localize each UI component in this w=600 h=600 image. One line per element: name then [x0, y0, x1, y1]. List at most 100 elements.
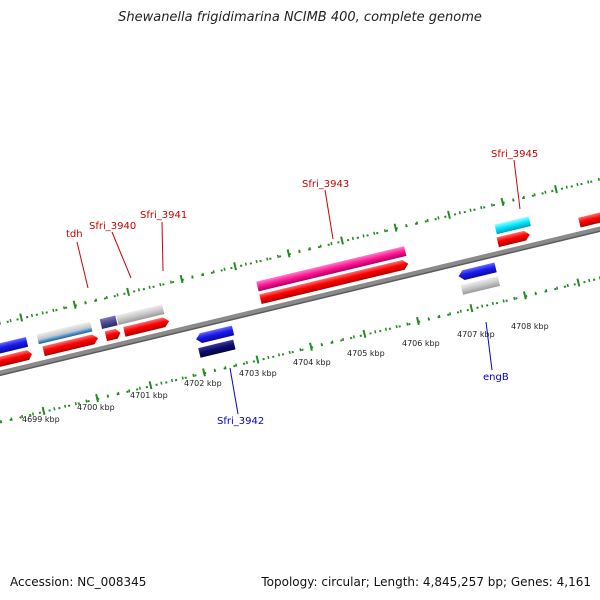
kbp-label: 4703 kbp — [239, 369, 277, 378]
genome-backbone-shadow — [0, 225, 600, 381]
upper-scale-tick — [437, 216, 440, 220]
upper-scale-tick — [308, 247, 312, 251]
cds-left-forward[interactable] — [0, 349, 33, 373]
lower-scale-tick — [545, 289, 548, 293]
lower-scale-tick — [277, 353, 281, 357]
cds-sfri-3943[interactable] — [259, 259, 409, 305]
lower-scale-tick — [513, 296, 516, 301]
cds-sfri-3945[interactable] — [496, 230, 531, 248]
upper-scale-ticks — [0, 177, 600, 325]
upper-scale-tick — [266, 257, 269, 261]
cds-sfri-3940[interactable] — [104, 328, 122, 342]
lower-scale-tick — [192, 373, 195, 378]
lower-scale-tick — [170, 378, 174, 383]
lower-scale-tick — [395, 325, 398, 329]
lower-scale-tick — [309, 342, 313, 351]
lower-scale-tick — [481, 304, 484, 308]
upper-scale-tick — [30, 313, 34, 318]
upper-scale-tick — [223, 267, 226, 271]
label-tdh[interactable]: tdh — [66, 229, 83, 240]
gene-sfri-3941[interactable] — [116, 304, 165, 326]
label-sfri-3943[interactable]: Sfri_3943 — [302, 179, 349, 190]
gene-sfri-3943[interactable] — [256, 246, 407, 292]
upper-scale-tick — [490, 203, 493, 207]
lower-scale-tick — [202, 368, 206, 377]
lower-scale-tick — [438, 314, 441, 319]
upper-scale-tick — [362, 234, 365, 238]
kbp-labels: 4699 kbp 4700 kbp 4701 kbp 4702 kbp 4703… — [22, 322, 549, 424]
lower-scale-tick — [21, 414, 24, 419]
upper-scale-tick — [298, 249, 301, 253]
lower-scale-tick — [384, 327, 388, 331]
lower-scale-tick — [362, 329, 367, 338]
lower-scale-tick — [10, 417, 13, 421]
label-sfri-3942[interactable]: Sfri_3942 — [217, 416, 264, 427]
upper-scale-tick — [169, 280, 173, 284]
gene-sfri-3942[interactable] — [198, 339, 236, 358]
upper-scale-tick — [19, 313, 24, 322]
gene-engb[interactable] — [460, 276, 500, 295]
upper-scale-tick — [126, 287, 131, 296]
upper-scale-tick — [41, 311, 44, 315]
gene-tdh-lower[interactable] — [37, 327, 93, 345]
lower-scale-tick — [534, 291, 537, 295]
label-sfri-3941[interactable]: Sfri_3941 — [140, 210, 187, 221]
upper-scale-tick — [383, 229, 387, 233]
gene-left-blue[interactable] — [0, 336, 29, 360]
lower-scale-tick — [449, 312, 452, 316]
label-sfri-3940[interactable]: Sfri_3940 — [89, 221, 136, 232]
lower-scale-tick — [235, 363, 238, 367]
upper-scale-tick — [52, 308, 55, 312]
upper-scale-tick — [351, 236, 354, 241]
lower-scale-tick — [181, 376, 184, 380]
lower-scale-tick — [63, 404, 67, 408]
gene-sfri-3945[interactable] — [494, 216, 531, 235]
lower-scale-tick — [53, 407, 56, 411]
upper-scale-tick — [255, 259, 258, 264]
forward-gene-track — [0, 216, 531, 360]
kbp-label: 4699 kbp — [22, 415, 60, 424]
lower-scale-tick — [267, 355, 270, 360]
leader-sfri-3943 — [324, 189, 334, 240]
lower-scale-tick — [469, 304, 474, 313]
upper-scale-tick — [191, 275, 194, 279]
cds-tdh[interactable] — [42, 333, 99, 357]
upper-scale-tick — [105, 295, 108, 300]
upper-scale-tick — [544, 190, 547, 194]
lower-scale-tick — [406, 322, 409, 326]
upper-scale-tick — [179, 274, 184, 284]
gene-sfri-3940[interactable] — [99, 315, 118, 329]
lower-scale-tick — [342, 337, 345, 342]
upper-scale-tick — [415, 221, 419, 225]
lower-scale-tick — [427, 317, 430, 321]
leader-sfri-3942 — [229, 367, 239, 415]
lower-scale-tick — [299, 348, 302, 352]
leader-lines — [76, 159, 521, 415]
upper-scale-tick — [393, 223, 398, 232]
gene-sfri-3942-arrow[interactable] — [195, 325, 235, 345]
upper-scale-tick — [62, 306, 66, 310]
label-sfri-3945[interactable]: Sfri_3945 — [491, 149, 538, 160]
upper-scale-tick — [458, 211, 461, 215]
upper-scale-tick — [84, 300, 87, 305]
lower-scale-tick — [138, 386, 142, 390]
upper-scale-tick — [447, 210, 451, 219]
lower-scale-tick — [588, 278, 591, 283]
upper-scale-tick — [116, 293, 119, 297]
gene-engb-arrow[interactable] — [457, 262, 497, 282]
kbp-label: 4707 kbp — [457, 330, 495, 339]
label-engb[interactable]: engB — [483, 372, 509, 383]
upper-scale-tick — [587, 180, 590, 184]
lower-scale-tick — [459, 309, 462, 313]
cds-right-forward[interactable] — [578, 208, 600, 228]
lower-scale-tick — [522, 291, 527, 300]
cds-sfri-3941[interactable] — [123, 316, 170, 337]
upper-scale-tick — [533, 193, 536, 197]
leader-engb — [485, 321, 493, 371]
lower-scale-tick — [320, 342, 323, 347]
lower-scale-tick — [576, 278, 581, 287]
upper-scale-tick — [426, 218, 429, 223]
leader-sfri-3941 — [161, 221, 164, 272]
accession-text: Accession: NC_008345 — [10, 575, 147, 589]
lower-scale-tick — [245, 360, 248, 365]
